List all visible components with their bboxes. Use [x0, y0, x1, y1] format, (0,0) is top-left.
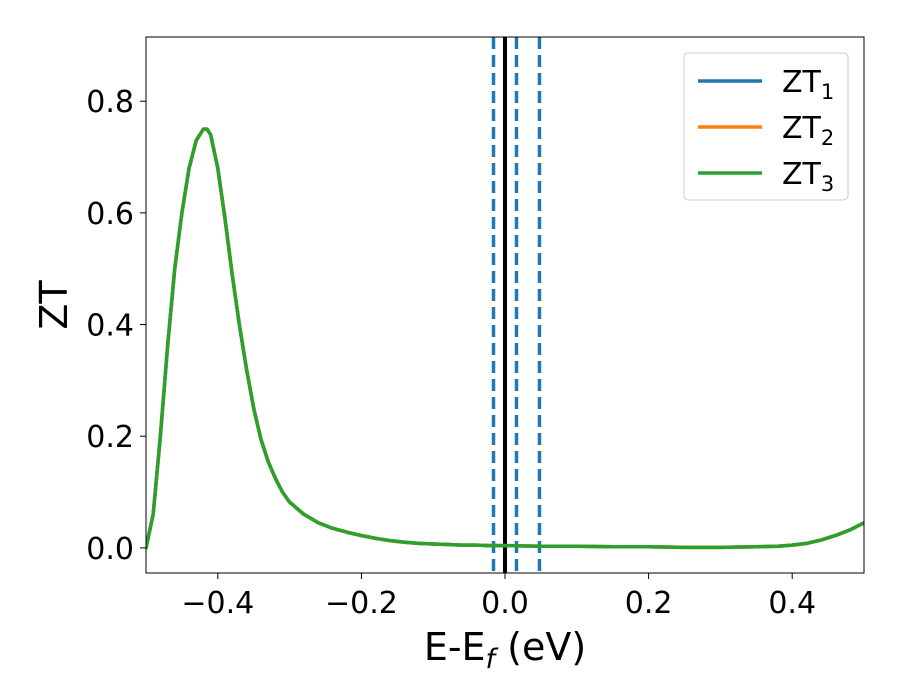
legend: ZT1 ZT2 ZT3: [683, 52, 849, 201]
x-tick-label: −0.2: [325, 586, 398, 621]
legend-label-2: ZT2: [782, 111, 834, 150]
y-axis: 0.0 0.2 0.4 0.6 0.8: [86, 85, 146, 567]
legend-label-1: ZT1: [782, 65, 834, 104]
y-tick-label: 0.0: [86, 532, 134, 567]
y-tick-label: 0.6: [86, 197, 134, 232]
reference-lines: [491, 37, 542, 573]
series-lines: [146, 127, 864, 550]
series-line-3: [146, 127, 864, 550]
x-tick-label: 0.4: [768, 586, 816, 621]
x-tick-label: 0.2: [625, 586, 673, 621]
x-axis-label: E-Ef (eV): [424, 625, 586, 675]
x-axis: −0.4 −0.2 0.0 0.2 0.4: [181, 573, 816, 621]
y-tick-label: 0.8: [86, 85, 134, 120]
x-tick-label: −0.4: [181, 586, 254, 621]
legend-label-3: ZT3: [782, 157, 834, 196]
y-axis-label: ZT: [32, 280, 76, 330]
y-tick-label: 0.2: [86, 420, 134, 455]
y-tick-label: 0.4: [86, 309, 134, 344]
legend-box: [683, 52, 849, 201]
x-tick-label: 0.0: [481, 586, 529, 621]
